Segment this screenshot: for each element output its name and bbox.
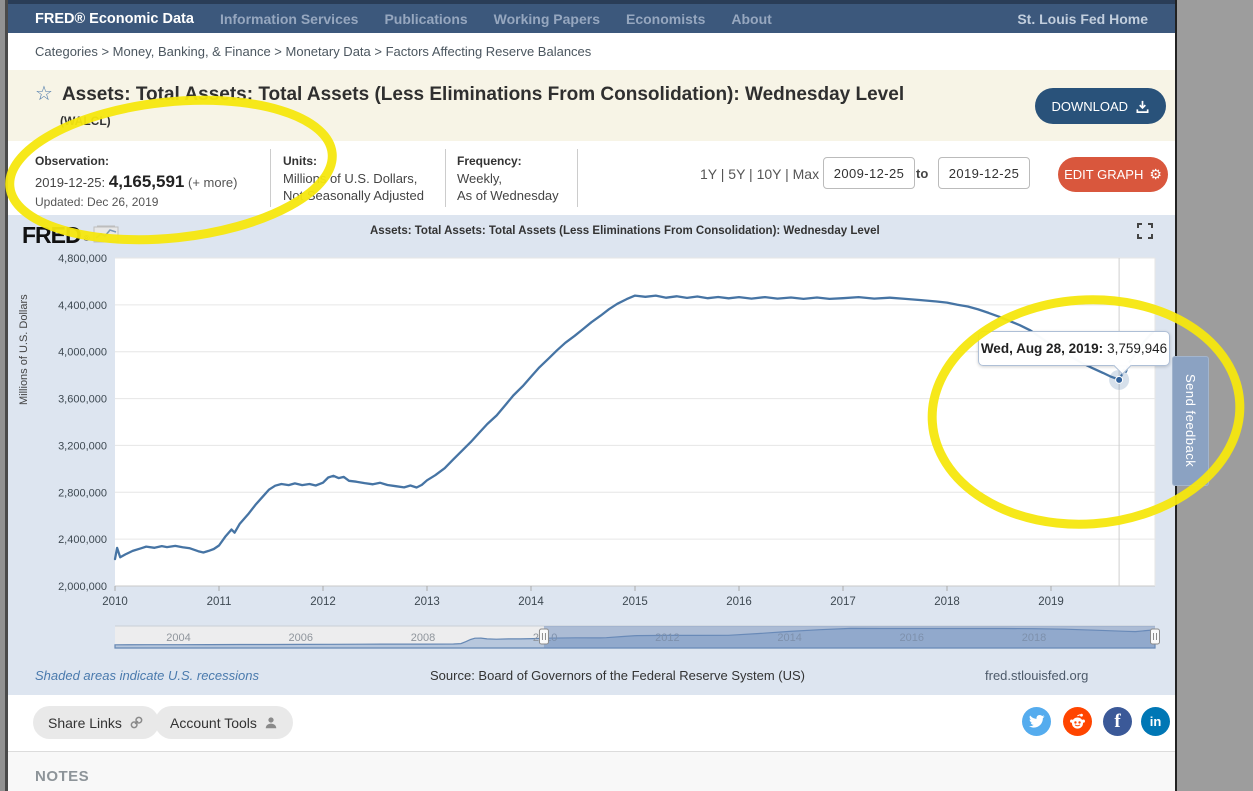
breadcrumb[interactable]: Categories > Money, Banking, & Finance >… (8, 33, 1175, 70)
download-button[interactable]: DOWNLOAD (1035, 88, 1166, 124)
y-tick-label: 3,200,000 (58, 440, 107, 452)
series-title-bar: ☆ Assets: Total Assets: Total Assets (Le… (8, 70, 1175, 141)
navigator-year-label: 2008 (411, 632, 435, 644)
y-tick-label: 2,400,000 (58, 534, 107, 546)
x-tick-label: 2016 (726, 596, 752, 608)
linkedin-icon[interactable]: in (1141, 707, 1170, 736)
tooltip-value: 3,759,946 (1107, 341, 1168, 356)
nav-item-information-services[interactable]: Information Services (219, 10, 359, 27)
y-tick-label: 3,600,000 (58, 394, 107, 406)
nav-item-economists[interactable]: Economists (626, 10, 706, 27)
date-to-input[interactable] (938, 157, 1030, 189)
x-tick-label: 2012 (310, 596, 336, 608)
gear-icon: ⚙ (1149, 166, 1162, 182)
nav-item-stlouis-fed-home[interactable]: St. Louis Fed Home (1017, 10, 1148, 27)
y-tick-label: 4,800,000 (58, 253, 107, 265)
chart-footer: Shaded areas indicate U.S. recessions So… (8, 655, 1175, 695)
send-feedback-tab[interactable]: Send feedback (1172, 356, 1209, 486)
reddit-icon[interactable] (1063, 707, 1092, 736)
marker-dot (1115, 375, 1124, 384)
download-icon (1136, 100, 1149, 113)
share-row: Share Links Account Tools f in (8, 695, 1175, 751)
page-content: FRED® Economic Data Information Services… (8, 0, 1175, 791)
main-nav: FRED® Economic Data Information Services… (8, 4, 1175, 33)
nav-item-about[interactable]: About (731, 10, 772, 27)
y-tick-label: 2,000,000 (58, 581, 107, 593)
meta-divider (445, 149, 446, 207)
edit-graph-button[interactable]: EDIT GRAPH ⚙ (1058, 157, 1168, 192)
page-title: Assets: Total Assets: Total Assets (Less… (61, 84, 905, 105)
y-axis-label: Millions of U.S. Dollars (18, 294, 30, 405)
fred-logo-sparkline-icon (93, 225, 119, 243)
fred-chart-logo: FRED ® (22, 222, 119, 249)
navigator-handle[interactable] (1150, 628, 1160, 645)
navigator-selection[interactable] (543, 626, 1155, 648)
fred-brand[interactable]: FRED® Economic Data (35, 10, 194, 27)
units-block: Units: Millions of U.S. Dollars, Not Sea… (283, 154, 424, 203)
navigator-year-label: 2006 (289, 632, 313, 644)
observation-block: Observation: 2019-12-25: 4,165,591 (+ mo… (35, 154, 238, 209)
share-links-button[interactable]: Share Links (33, 706, 159, 739)
y-tick-label: 4,000,000 (58, 347, 107, 359)
person-icon (265, 716, 277, 728)
nav-item-publications[interactable]: Publications (384, 10, 468, 27)
x-tick-label: 2019 (1038, 596, 1064, 608)
date-from-input[interactable] (823, 157, 915, 189)
meta-divider (577, 149, 578, 207)
link-icon (130, 716, 143, 729)
source-text: Source: Board of Governors of the Federa… (430, 667, 805, 683)
observation-value: 4,165,591 (108, 172, 185, 191)
chart-tooltip: Wed, Aug 28, 2019: 3,759,946 (978, 331, 1170, 366)
notes-panel: NOTES (8, 751, 1175, 791)
navigator-handle[interactable] (538, 628, 549, 645)
notes-heading: NOTES (35, 768, 90, 785)
chart-plot[interactable]: 2,000,000 2,400,000 2,800,000 3,200,000 3,60… (8, 215, 1175, 655)
date-to-label: to (916, 166, 929, 181)
twitter-icon[interactable] (1022, 707, 1051, 736)
x-tick-label: 2011 (207, 596, 232, 608)
favorite-star-icon[interactable]: ☆ (35, 83, 53, 105)
x-tick-label: 2015 (622, 596, 648, 608)
chart-section: FRED ® Assets: Total Assets: Total Asset… (8, 215, 1175, 695)
window-left-strip (0, 0, 5, 791)
window-left-edge (5, 0, 8, 791)
y-tick-label: 4,400,000 (58, 300, 107, 312)
y-tick-label: 2,800,000 (58, 487, 107, 499)
x-tick-label: 2017 (830, 596, 856, 608)
nav-item-working-papers[interactable]: Working Papers (493, 10, 600, 27)
chart-title: Assets: Total Assets: Total Assets (Less… (370, 225, 880, 237)
frequency-block: Frequency: Weekly, As of Wednesday (457, 154, 559, 203)
meta-divider (270, 149, 271, 207)
series-id: (WALCL) (60, 114, 111, 128)
navigator-year-label: 2004 (166, 632, 190, 644)
observation-updated: Updated: Dec 26, 2019 (35, 195, 159, 209)
meta-row: Observation: 2019-12-25: 4,165,591 (+ mo… (8, 141, 1175, 215)
facebook-icon[interactable]: f (1103, 707, 1132, 736)
observation-more-link[interactable]: (+ more) (188, 175, 238, 190)
top-strip (8, 0, 1175, 4)
account-tools-button[interactable]: Account Tools (155, 706, 293, 739)
zoom-range-links[interactable]: 1Y | 5Y | 10Y | Max (700, 166, 820, 182)
recessions-link[interactable]: Shaded areas indicate U.S. recessions (35, 667, 260, 683)
fullscreen-icon[interactable] (1137, 223, 1153, 239)
fred-url: fred.stlouisfed.org (985, 667, 1089, 683)
x-tick-label: 2018 (934, 596, 960, 608)
tooltip-date: Wed, Aug 28, 2019: (980, 341, 1104, 356)
x-tick-label: 2010 (102, 596, 128, 608)
x-tick-label: 2013 (414, 596, 440, 608)
observation-date: 2019-12-25: (35, 175, 106, 190)
x-tick-label: 2014 (518, 596, 544, 608)
plot-area (115, 258, 1155, 586)
